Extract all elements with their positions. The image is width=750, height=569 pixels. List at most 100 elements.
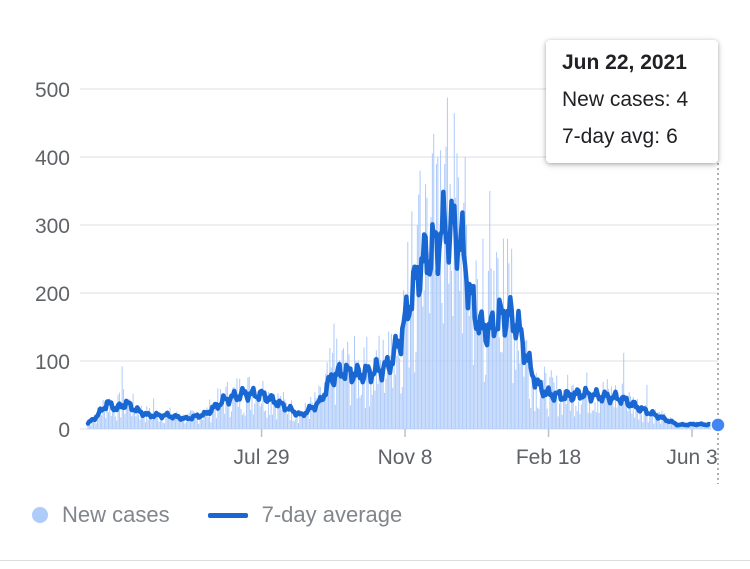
case-bar [404,324,406,429]
case-bar [218,404,220,429]
case-bar [504,335,506,429]
case-bar [321,401,323,429]
case-bar [337,368,339,429]
y-tick-400: 400 [35,147,70,170]
legend-label-seven-day-average: 7-day average [261,502,403,527]
case-bar [292,420,294,429]
case-bar [150,415,152,429]
case-bar [623,352,625,429]
case-bar [199,418,201,429]
case-bar [534,411,536,429]
case-bar [537,407,539,429]
case-bar [569,410,571,429]
case-bar [481,309,483,429]
case-bar [224,413,226,429]
case-bar [194,412,196,429]
case-bar [673,423,675,429]
case-bar [121,366,123,429]
case-bar [586,372,588,429]
case-bar [221,397,223,429]
case-bar [377,384,379,429]
case-bar [319,386,321,429]
case-bar [291,400,293,429]
case-bar [147,419,149,429]
case-bar [624,400,626,429]
case-bar [139,419,141,429]
case-bar [170,418,172,429]
case-bar [630,396,632,429]
case-bar [694,427,696,429]
case-bar [634,417,636,429]
case-bar [172,417,174,429]
case-bar [270,402,272,429]
case-bar [591,410,593,429]
case-bar [410,312,412,429]
case-bar [295,419,297,429]
case-bar [176,411,178,429]
tooltip-new-cases-value: 4 [676,88,689,111]
case-bar [345,374,347,429]
case-bar [173,416,175,429]
case-bar [407,242,409,429]
case-bar [256,391,258,429]
case-bar [311,402,313,429]
case-bar [284,399,286,429]
case-bar [403,290,405,429]
case-bar [401,386,403,429]
case-bar [702,425,704,429]
case-bar [142,415,144,429]
case-bar [95,423,97,429]
case-bar [645,404,647,429]
case-bar [486,343,488,429]
case-bar [412,306,414,429]
case-bar [430,217,432,429]
case-bar [353,335,355,429]
case-bar [179,418,181,429]
y-tick-0: 0 [58,419,70,442]
case-bar [564,401,566,429]
legend-item-seven-day-average[interactable]: 7-day average [207,502,403,528]
case-bar [280,395,282,429]
case-bar [124,413,126,429]
case-bar [546,408,548,429]
case-bar [255,394,257,429]
case-bar [474,324,476,429]
case-bar [472,364,474,429]
hover-cursor-dot[interactable] [710,417,726,433]
case-bar [614,385,617,429]
case-bar [222,401,224,429]
case-bar [307,412,309,429]
case-bar [259,406,261,429]
case-bar [207,416,209,429]
case-bar [598,412,600,429]
case-bar [627,411,629,429]
case-bar [211,412,213,429]
case-bar [302,416,304,429]
case-bar [366,336,368,429]
case-bar [587,412,589,429]
x-tick-0: Jul 29 [234,446,290,469]
case-bar [359,397,361,429]
case-bar [441,303,443,429]
case-bar [127,401,129,429]
case-bar [437,156,439,429]
case-bar [662,414,664,429]
legend-item-new-cases[interactable]: New cases [32,502,170,528]
case-bar [254,403,256,429]
case-bar [593,410,595,429]
case-bar [92,419,94,429]
case-bar [266,417,268,429]
case-bar [343,348,345,429]
case-bar [511,248,513,429]
case-bar [690,426,692,429]
case-bar [665,422,667,429]
average-line-swatch-icon [207,512,248,518]
case-bar [143,416,145,429]
case-bar [373,357,375,429]
case-bar [572,384,574,429]
case-bar [397,340,399,429]
case-bar [631,413,633,429]
case-bar [370,379,372,429]
tooltip-date: Jun 22, 2021 [562,51,687,74]
